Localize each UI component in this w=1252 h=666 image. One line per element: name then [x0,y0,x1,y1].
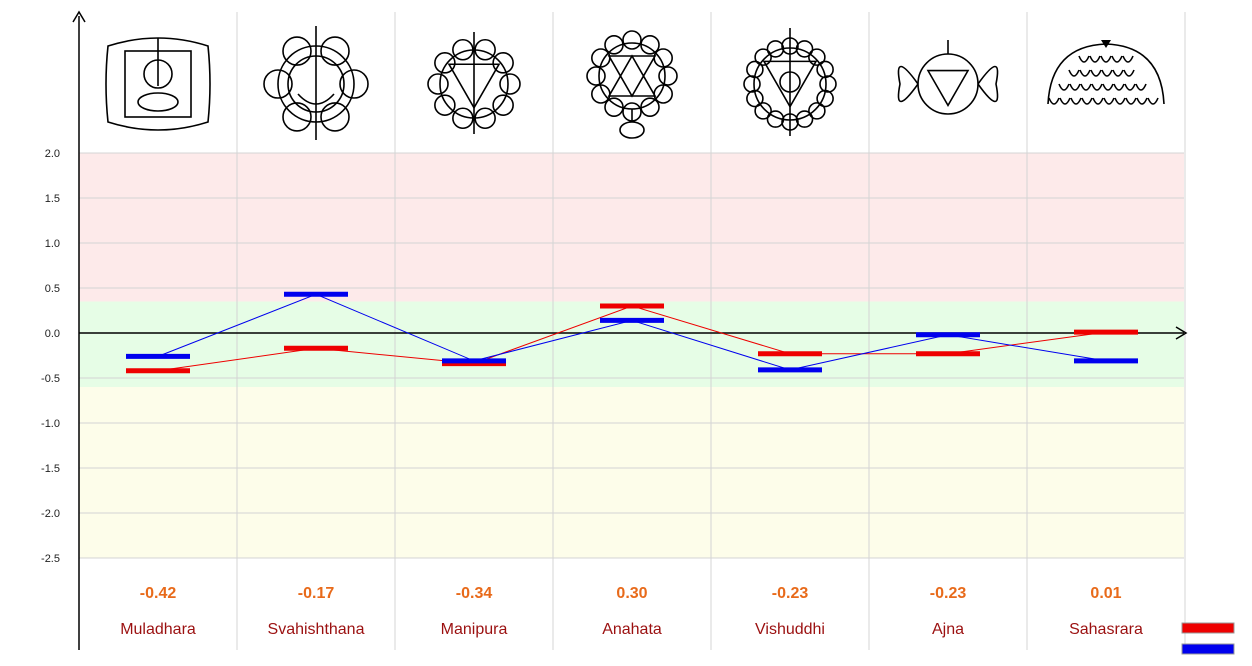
value-label: 0.30 [616,585,647,602]
x-axis-arrow [1175,326,1188,340]
y-tick-label: -0.5 [41,373,60,385]
value-label: -0.17 [298,585,335,602]
category-label: Svahishthana [268,621,365,638]
background-bands [79,153,1184,558]
y-tick-label: -2.0 [41,508,60,520]
band-2 [79,387,1184,558]
band-0 [79,153,1184,302]
value-label: -0.34 [456,585,493,602]
anahata-chakra-icon [586,30,678,139]
value-label: -0.23 [772,585,809,602]
category-labels: -0.42 Muladhara -0.17 Svahishthana -0.34 Mani… [120,585,1143,638]
svadhisthana-chakra-icon [263,26,369,140]
sahasrara-chakra-icon [1047,40,1165,105]
legend-swatch-0 [1181,622,1235,634]
category-label: Manipura [441,621,508,638]
category-label: Ajna [932,621,964,638]
band-1 [79,301,1184,387]
y-tick-label: 1.5 [45,193,60,205]
legend [1181,622,1235,655]
y-tick-label: -1.0 [41,418,60,430]
manipura-chakra-icon [427,32,521,134]
category-label: Sahasrara [1069,621,1143,638]
y-tick-label: 2.0 [45,148,60,160]
legend-swatch-1 [1181,643,1235,655]
y-tick-label: 0.0 [45,328,60,340]
grid-lines [79,12,1186,650]
axes [72,10,1188,650]
y-tick-label: 1.0 [45,238,60,250]
value-label: -0.23 [930,585,967,602]
category-label: Anahata [602,621,662,638]
y-tick-label: -1.5 [41,463,60,475]
value-label: 0.01 [1090,585,1121,602]
y-tick-label: -2.5 [41,553,60,565]
y-tick-label: 0.5 [45,283,60,295]
vishuddhi-chakra-icon [743,28,837,136]
y-axis-arrow [72,10,86,23]
y-tick-labels: 2.0 1.5 1.0 0.5 0.0 -0.5 -1.0 -1.5 -2.0 -2.5 [41,148,60,565]
muladhara-chakra-icon [105,37,211,131]
category-label: Vishuddhi [755,621,825,638]
chakra-icons [105,26,1165,140]
series-group [126,291,1138,374]
value-label: -0.42 [140,585,177,602]
ajna-chakra-icon [897,40,999,115]
category-label: Muladhara [120,621,196,638]
